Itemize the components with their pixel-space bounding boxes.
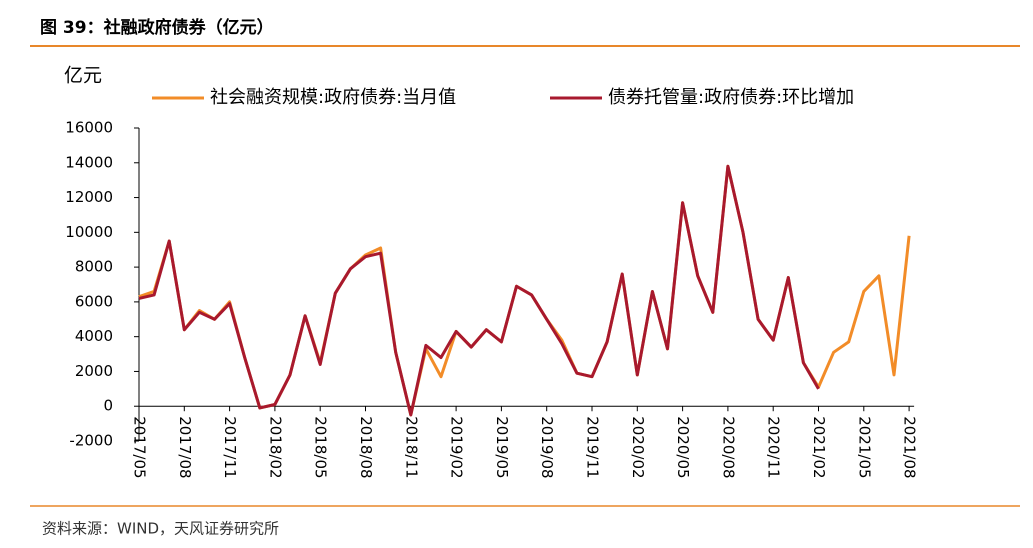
- x-tick-label: 2021/08: [901, 416, 919, 478]
- y-tick-label: 14000: [65, 153, 113, 171]
- source: 资料来源：WIND，天风证券研究所: [42, 520, 279, 538]
- x-tick-label: 2018/05: [312, 416, 330, 478]
- x-tick-label: 2019/02: [448, 416, 466, 478]
- y-tick-label: 12000: [65, 188, 113, 206]
- x-tick-label: 2018/08: [357, 416, 375, 478]
- x-tick-label: 2018/02: [266, 416, 284, 478]
- x-tick-label: 2020/02: [629, 416, 647, 478]
- x-tick-label: 2018/11: [402, 416, 420, 478]
- y-tick-label: -2000: [69, 432, 113, 450]
- y-unit: 亿元: [64, 65, 102, 87]
- x-tick-label: 2019/08: [538, 416, 556, 478]
- x-tick-label: 2019/11: [584, 416, 602, 478]
- y-tick-label: 8000: [75, 258, 113, 276]
- x-tick-label: 2020/05: [674, 416, 692, 478]
- legend-label: 社会融资规模:政府债券:当月值: [210, 87, 456, 108]
- x-tick-label: 2017/11: [221, 416, 239, 478]
- y-tick-label: 0: [103, 397, 113, 415]
- x-tick-label: 2020/11: [765, 416, 783, 478]
- x-tick-label: 2020/08: [719, 416, 737, 478]
- y-tick-label: 10000: [65, 223, 113, 241]
- y-tick-label: 2000: [75, 362, 113, 380]
- x-tick-label: 2021/02: [810, 416, 828, 478]
- series-line: [138, 164, 820, 417]
- x-tick-label: 2019/05: [493, 416, 511, 478]
- y-tick-label: 4000: [75, 327, 113, 345]
- x-tick-label: 2017/08: [176, 416, 194, 478]
- legend-label: 债券托管量:政府债券:环比增加: [608, 87, 854, 108]
- figure-title: 图 39：社融政府债券（亿元）: [40, 17, 274, 38]
- x-tick-label: 2021/05: [855, 416, 873, 478]
- x-tick-label: 2017/05: [131, 416, 149, 478]
- y-tick-label: 16000: [65, 119, 113, 137]
- y-tick-label: 6000: [75, 292, 113, 310]
